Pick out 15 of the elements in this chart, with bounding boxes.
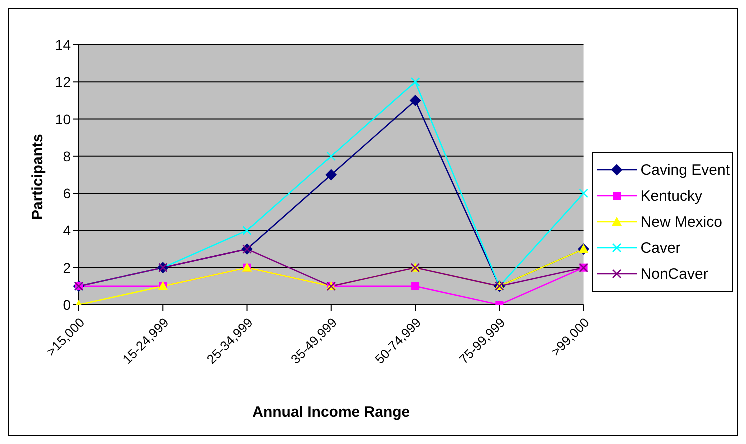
y-tick-label: 0: [63, 296, 72, 313]
legend-label: Caving Event: [640, 162, 730, 178]
legend-label: Caver: [640, 240, 681, 256]
y-tick-label: 2: [63, 260, 72, 276]
y-tick-label: 8: [63, 148, 72, 164]
y-tick-label: 4: [63, 222, 72, 239]
legend-label: New Mexico: [640, 214, 722, 230]
y-tick-label: 6: [63, 186, 72, 202]
y-tick-label: 12: [55, 74, 72, 90]
y-axis-title: Participants: [29, 134, 46, 220]
legend-label: Kentucky: [640, 188, 702, 204]
y-tick-label: 14: [55, 36, 72, 53]
x-axis-title: Annual Income Range: [252, 404, 410, 421]
legend-label: NonCaver: [640, 266, 708, 282]
y-tick-label: 10: [55, 111, 72, 128]
